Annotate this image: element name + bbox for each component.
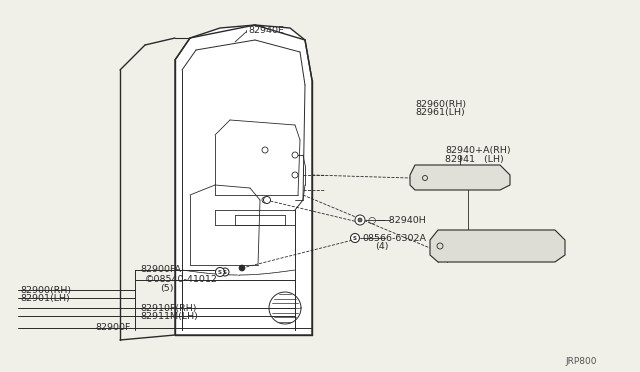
Polygon shape	[430, 230, 565, 262]
Polygon shape	[175, 25, 312, 335]
Circle shape	[216, 267, 225, 276]
Text: 82910F(RH): 82910F(RH)	[140, 304, 196, 312]
Text: ○— 82940H: ○— 82940H	[368, 215, 426, 224]
Text: 82940+A(RH): 82940+A(RH)	[445, 145, 511, 154]
Text: S: S	[223, 269, 227, 275]
Circle shape	[358, 218, 362, 222]
Circle shape	[351, 234, 360, 243]
Polygon shape	[410, 165, 510, 190]
Text: 82960(RH): 82960(RH)	[415, 99, 466, 109]
Circle shape	[221, 268, 229, 276]
Circle shape	[292, 152, 298, 158]
Circle shape	[292, 172, 298, 178]
Circle shape	[264, 196, 271, 203]
Text: 82940E: 82940E	[248, 26, 284, 35]
Circle shape	[239, 265, 245, 271]
Text: JRP800: JRP800	[565, 357, 596, 366]
Text: (5): (5)	[160, 285, 173, 294]
Circle shape	[422, 176, 428, 180]
Text: (4): (4)	[375, 241, 388, 250]
Circle shape	[355, 215, 365, 225]
Text: 82901(LH): 82901(LH)	[20, 294, 70, 302]
Text: 82900F: 82900F	[95, 324, 131, 333]
Text: 82900FA: 82900FA	[140, 266, 181, 275]
Text: ©08540-41012: ©08540-41012	[145, 276, 218, 285]
Text: 08566-6302A: 08566-6302A	[362, 234, 426, 243]
Text: S: S	[353, 235, 357, 241]
Text: 82911M(LH): 82911M(LH)	[140, 311, 198, 321]
Circle shape	[262, 147, 268, 153]
Circle shape	[262, 197, 268, 203]
Text: 82900(RH): 82900(RH)	[20, 285, 71, 295]
Text: 82961(LH): 82961(LH)	[415, 108, 465, 116]
Text: S: S	[218, 269, 222, 275]
Text: 82941   (LH): 82941 (LH)	[445, 154, 504, 164]
Circle shape	[437, 243, 443, 249]
